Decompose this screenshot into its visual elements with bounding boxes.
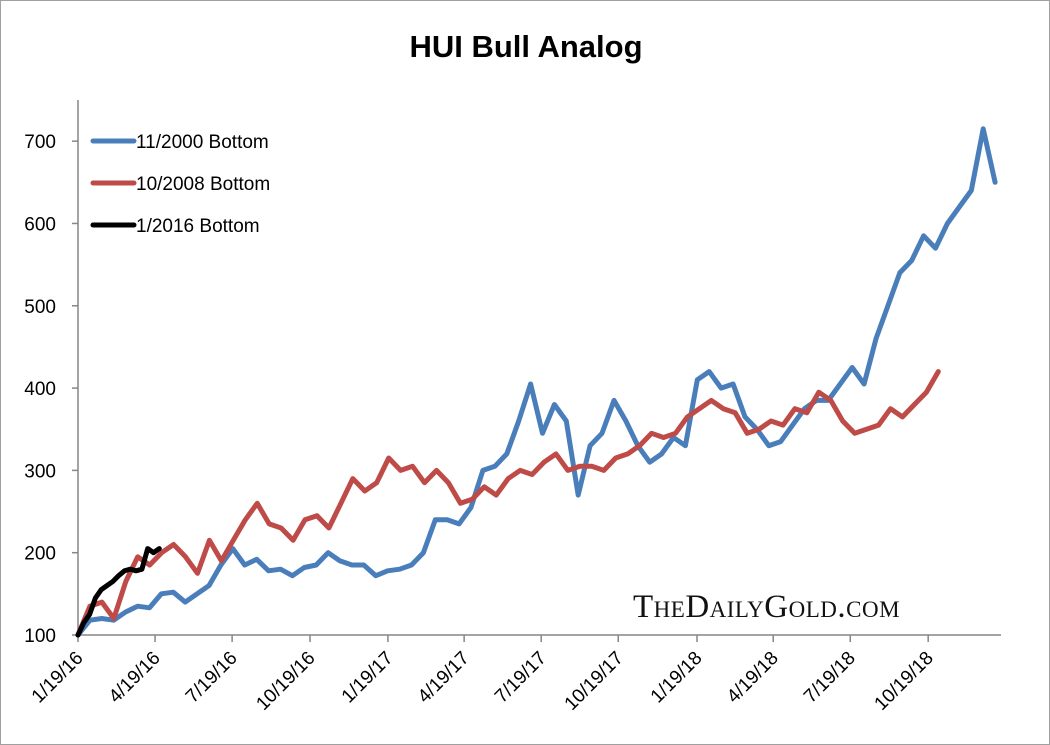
x-tick-label: 7/19/17 <box>491 648 551 708</box>
y-tick-label: 600 <box>24 214 56 235</box>
x-tick-label: 1/19/18 <box>647 648 707 708</box>
y-tick-label: 100 <box>24 626 56 647</box>
y-tick-label: 500 <box>24 297 56 318</box>
y-tick-label: 200 <box>24 544 56 565</box>
series-line-1 <box>75 126 998 638</box>
legend-label: 10/2008 Bottom <box>136 174 270 195</box>
y-tick-label: 300 <box>24 461 56 482</box>
x-tick-label: 7/19/16 <box>182 648 242 708</box>
legend-label: 11/2000 Bottom <box>136 132 269 153</box>
y-tick-label: 700 <box>24 132 56 153</box>
x-tick-label: 1/19/16 <box>28 648 88 708</box>
x-tick-label: 1/19/17 <box>338 648 398 708</box>
x-tick-label: 10/19/16 <box>252 648 319 715</box>
chart-title: HUI Bull Analog <box>409 29 643 64</box>
x-tick-label: 4/19/16 <box>105 648 165 708</box>
x-tick-label: 10/19/18 <box>871 648 938 715</box>
legend-label: 1/2016 Bottom <box>136 216 260 237</box>
y-tick-label: 400 <box>24 379 56 400</box>
series-line-3 <box>75 546 162 638</box>
x-tick-label: 4/19/18 <box>723 648 783 708</box>
watermark: TheDailyGold.com <box>633 589 901 625</box>
series-line-2 <box>75 369 941 638</box>
x-tick-label: 10/19/17 <box>561 648 628 715</box>
x-tick-label: 4/19/17 <box>414 648 474 708</box>
x-tick-label: 7/19/18 <box>800 648 860 708</box>
